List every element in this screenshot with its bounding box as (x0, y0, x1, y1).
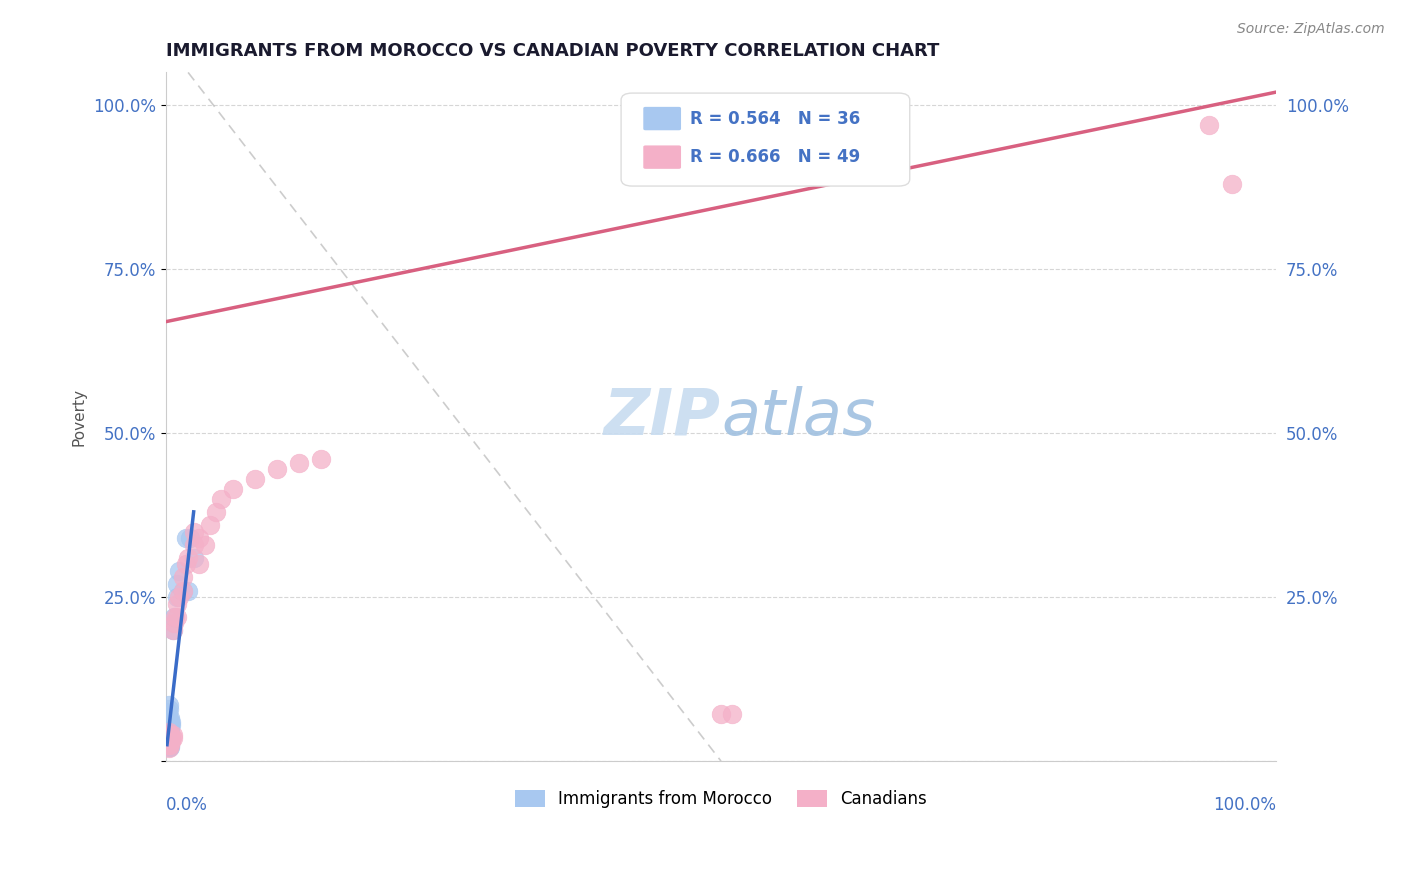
Point (266, 462, 288, 476)
Point (157, 739, 180, 754)
Text: Source: ZipAtlas.com: Source: ZipAtlas.com (1237, 22, 1385, 37)
Point (157, 731, 180, 745)
Point (157, 738, 180, 752)
Point (162, 623, 184, 637)
Point (159, 738, 181, 752)
Point (157, 724, 180, 739)
Text: ZIP: ZIP (605, 385, 721, 448)
Point (157, 698, 180, 713)
Point (157, 738, 180, 752)
Point (157, 728, 180, 742)
Text: IMMIGRANTS FROM MOROCCO VS CANADIAN POVERTY CORRELATION CHART: IMMIGRANTS FROM MOROCCO VS CANADIAN POVE… (166, 42, 939, 60)
Point (177, 583, 200, 598)
Point (163, 609, 186, 624)
Point (157, 734, 180, 748)
Point (157, 728, 180, 742)
Point (311, 452, 333, 467)
Point (157, 741, 180, 756)
Point (159, 731, 181, 745)
Point (157, 734, 180, 748)
Point (163, 616, 186, 631)
Point (721, 706, 744, 721)
Point (166, 609, 188, 624)
Point (157, 738, 180, 752)
Point (1198, 118, 1220, 132)
Point (200, 518, 222, 533)
Text: atlas: atlas (721, 385, 876, 448)
Point (157, 731, 180, 745)
Point (188, 531, 211, 545)
Point (172, 583, 194, 598)
Point (179, 531, 201, 545)
Point (166, 577, 188, 591)
Point (221, 482, 243, 496)
FancyBboxPatch shape (644, 107, 681, 130)
Text: R = 0.666   N = 49: R = 0.666 N = 49 (690, 148, 860, 166)
Point (243, 472, 266, 486)
Point (172, 570, 194, 584)
Point (174, 558, 197, 572)
Point (1220, 177, 1243, 191)
Point (157, 734, 180, 748)
Point (177, 550, 200, 565)
Point (157, 728, 180, 742)
Point (159, 738, 181, 752)
Point (162, 623, 184, 637)
Point (194, 538, 217, 552)
Point (159, 711, 181, 725)
Point (159, 734, 181, 748)
Point (157, 724, 180, 739)
Point (183, 524, 205, 539)
Point (157, 731, 180, 745)
Point (157, 705, 180, 719)
Point (166, 590, 188, 604)
Point (160, 714, 183, 729)
Point (166, 597, 188, 611)
Point (159, 721, 181, 735)
Point (159, 728, 181, 742)
Text: R = 0.564   N = 36: R = 0.564 N = 36 (690, 110, 860, 128)
Point (157, 708, 180, 723)
Point (157, 731, 180, 745)
Point (162, 731, 184, 745)
Point (157, 734, 180, 748)
Text: 100.0%: 100.0% (1213, 796, 1277, 814)
Point (209, 491, 232, 506)
Point (288, 456, 311, 470)
Point (157, 701, 180, 715)
Y-axis label: Poverty: Poverty (72, 388, 86, 446)
Point (157, 724, 180, 739)
Point (205, 505, 228, 519)
FancyBboxPatch shape (644, 145, 681, 169)
Point (159, 731, 181, 745)
Point (162, 728, 184, 742)
Point (159, 718, 181, 732)
Point (710, 706, 733, 721)
Point (159, 734, 181, 748)
Point (167, 590, 190, 604)
Point (183, 538, 205, 552)
Point (183, 550, 205, 565)
Point (887, 104, 910, 119)
Text: 0.0%: 0.0% (166, 796, 208, 814)
Point (159, 724, 181, 739)
FancyBboxPatch shape (621, 93, 910, 186)
Point (159, 728, 181, 742)
Point (188, 558, 211, 572)
Point (167, 564, 190, 578)
Point (172, 583, 194, 598)
Point (163, 609, 186, 624)
Point (160, 718, 183, 732)
Legend: Immigrants from Morocco, Canadians: Immigrants from Morocco, Canadians (508, 783, 934, 814)
Point (160, 734, 183, 748)
Point (159, 739, 181, 754)
Point (159, 714, 181, 729)
Point (174, 531, 197, 545)
Point (157, 728, 180, 742)
Point (160, 731, 183, 745)
